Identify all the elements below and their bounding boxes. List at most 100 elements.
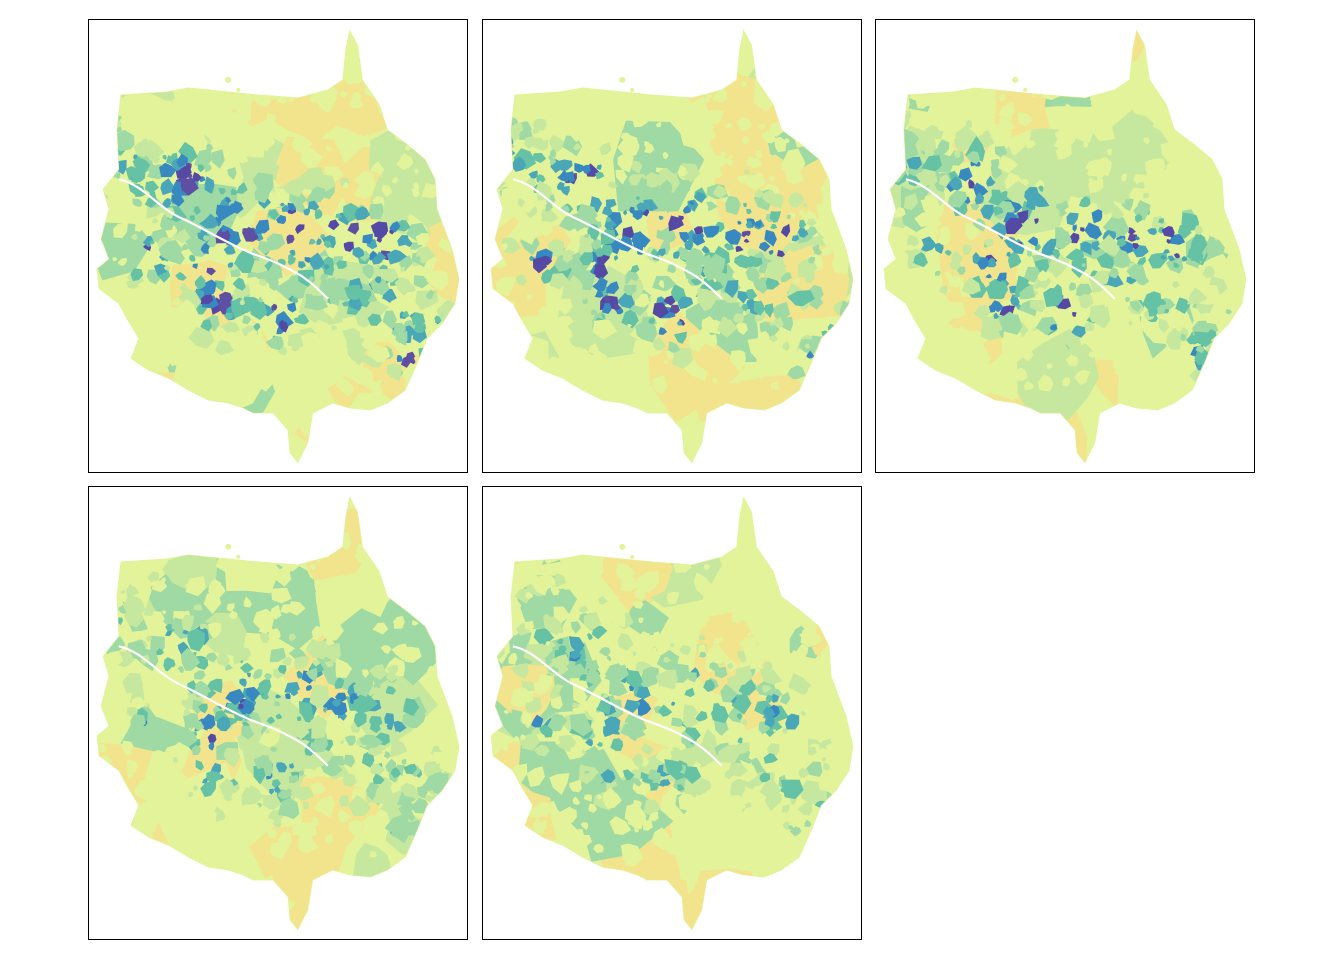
map-region (380, 644, 392, 655)
map-region (677, 296, 692, 310)
map-region (754, 608, 765, 617)
map-region (310, 782, 327, 795)
map-region (132, 198, 143, 207)
map-region (205, 143, 214, 151)
choropleth-map-1 (96, 29, 460, 464)
map-region (1049, 255, 1071, 279)
map-region (583, 794, 593, 802)
map-region (678, 627, 699, 647)
map-region (375, 276, 382, 284)
map-region (663, 295, 676, 306)
map-region (993, 312, 1000, 320)
map-region (1119, 344, 1131, 359)
map-region (595, 171, 605, 180)
map-region (438, 98, 447, 109)
map-region (237, 699, 255, 715)
map-region (442, 364, 459, 387)
map-region (1084, 104, 1100, 123)
map-region (343, 202, 359, 223)
map-region (670, 642, 675, 648)
map-region (736, 117, 753, 131)
map-region (1194, 225, 1203, 236)
map-region (759, 321, 771, 333)
map-region (255, 522, 265, 533)
map-region (745, 266, 760, 285)
map-region (717, 744, 740, 764)
map-region (1151, 71, 1162, 83)
map-region (215, 204, 235, 222)
map-region (1147, 228, 1158, 236)
map-region (883, 304, 895, 324)
map-region (536, 849, 542, 856)
map-region (220, 321, 240, 334)
map-region (240, 521, 253, 535)
map-island (619, 543, 626, 550)
map-region (391, 643, 411, 661)
map-region (173, 133, 180, 143)
map-region (740, 718, 748, 726)
map-region (815, 106, 837, 125)
map-region (643, 820, 654, 831)
map-region (308, 238, 316, 245)
map-region (553, 299, 560, 306)
map-region (227, 167, 237, 181)
map-region (282, 656, 292, 666)
map-region (508, 651, 518, 665)
map-region (531, 152, 547, 163)
map-region (592, 319, 618, 340)
map-region (838, 601, 854, 616)
map-region (216, 716, 231, 732)
map-region (807, 75, 813, 83)
map-region (239, 298, 246, 305)
map-region (762, 189, 777, 207)
map-region (1166, 239, 1172, 244)
map-island (309, 563, 316, 570)
map-region (335, 213, 342, 219)
map-region (206, 267, 217, 276)
map-region (189, 215, 195, 222)
map-region (973, 304, 991, 321)
map-region (930, 64, 945, 81)
map-region (278, 831, 292, 849)
map-region (110, 282, 122, 298)
map-region (1116, 237, 1127, 248)
map-region (1035, 263, 1041, 269)
map-region (117, 617, 123, 626)
map-region (710, 299, 731, 318)
map-region (905, 249, 910, 255)
map-region (444, 374, 453, 384)
map-region (741, 303, 749, 312)
map-region (108, 66, 116, 74)
map-region (385, 685, 397, 695)
map-region (242, 296, 262, 314)
map-region (275, 694, 282, 699)
map-region (1124, 379, 1146, 396)
map-region (829, 240, 836, 247)
map-region (384, 712, 395, 725)
map-island (1023, 87, 1028, 92)
choropleth-map-4 (96, 496, 460, 931)
map-island (225, 76, 232, 83)
map-region (225, 196, 232, 204)
map-region (737, 737, 743, 744)
map-region (774, 578, 786, 588)
map-region (663, 359, 669, 365)
map-region (634, 320, 658, 343)
map-region (570, 621, 582, 634)
map-region (98, 149, 106, 156)
map-region (768, 249, 774, 255)
map-region (617, 151, 634, 173)
map-region (894, 206, 906, 219)
map-region (1171, 280, 1180, 289)
map-region (343, 139, 352, 146)
map-region (391, 176, 399, 184)
map-region (104, 600, 111, 607)
map-region (160, 821, 172, 833)
map-region (425, 289, 435, 300)
map-region (584, 564, 597, 580)
map-region (1044, 238, 1057, 252)
map-region (780, 779, 804, 800)
map-region (203, 69, 221, 85)
map-region (226, 820, 236, 829)
map-region (1000, 73, 1006, 80)
